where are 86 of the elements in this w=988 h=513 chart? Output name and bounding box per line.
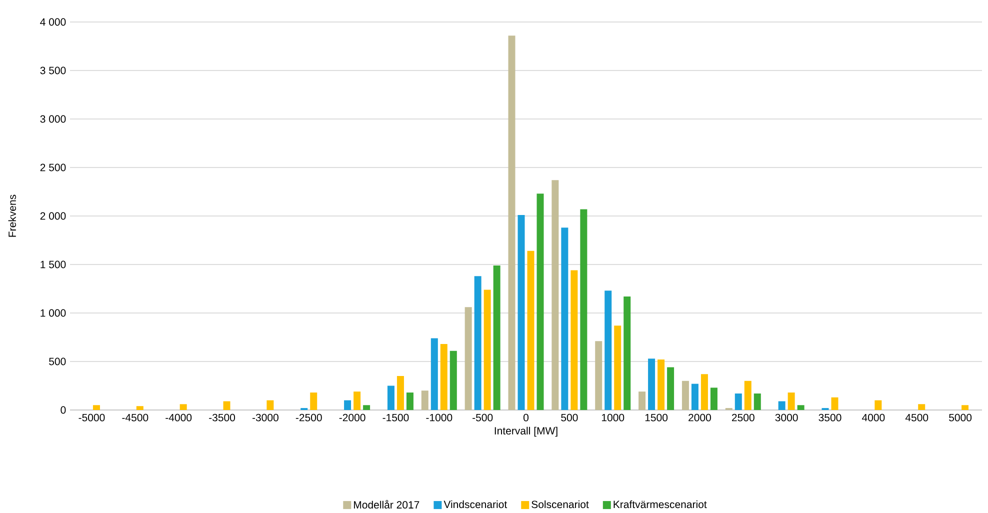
y-tick-label: 1 000 bbox=[40, 309, 66, 317]
bar bbox=[310, 392, 318, 410]
x-tick-label: -4000 bbox=[166, 414, 192, 422]
bar bbox=[595, 341, 602, 410]
bar bbox=[754, 394, 761, 410]
bar bbox=[474, 276, 482, 410]
bar bbox=[648, 358, 656, 410]
y-tick-label: 4 000 bbox=[40, 18, 66, 26]
y-tick-label: 3 500 bbox=[40, 66, 66, 74]
bar bbox=[450, 350, 457, 410]
x-tick-label: -3000 bbox=[252, 414, 278, 422]
x-tick-label: -4500 bbox=[122, 414, 148, 422]
x-tick-label: 4000 bbox=[862, 414, 885, 422]
x-tick-label: 4500 bbox=[905, 414, 928, 422]
bar bbox=[797, 405, 804, 410]
bar bbox=[508, 36, 516, 410]
bar bbox=[638, 392, 646, 410]
legend-label: Vindscenariot bbox=[444, 500, 508, 508]
bar bbox=[464, 307, 472, 410]
legend-label: Modellår 2017 bbox=[354, 500, 420, 509]
bar bbox=[962, 405, 969, 410]
x-axis-title: Intervall [MW] bbox=[494, 426, 558, 437]
bar bbox=[788, 392, 795, 410]
bar bbox=[682, 380, 689, 410]
bar bbox=[363, 405, 370, 410]
bar bbox=[691, 384, 698, 410]
bar bbox=[421, 390, 428, 410]
x-tick-label: 2500 bbox=[732, 414, 754, 422]
bar bbox=[604, 290, 612, 410]
y-tick-label: 2 000 bbox=[40, 212, 66, 220]
bar bbox=[344, 400, 352, 410]
bar bbox=[570, 270, 578, 410]
bar bbox=[658, 360, 665, 410]
x-tick-label: -3500 bbox=[209, 414, 236, 422]
bar bbox=[624, 296, 631, 410]
x-tick-label: 500 bbox=[561, 414, 578, 422]
y-tick-label: 2 500 bbox=[40, 164, 66, 172]
bar bbox=[831, 397, 838, 410]
x-tick-label: 0 bbox=[523, 414, 529, 422]
bar bbox=[180, 404, 187, 410]
y-tick-label: 500 bbox=[49, 358, 66, 366]
bar bbox=[406, 392, 414, 410]
bar bbox=[778, 401, 786, 410]
bar bbox=[561, 228, 568, 410]
x-tick-label: 1000 bbox=[602, 414, 624, 422]
bar bbox=[430, 338, 438, 410]
bar bbox=[387, 386, 394, 410]
bar bbox=[700, 374, 708, 410]
x-tick-label: 2000 bbox=[688, 414, 711, 422]
bar bbox=[354, 392, 361, 410]
x-tick-label: -5000 bbox=[78, 414, 105, 422]
x-tick-label: -1000 bbox=[426, 414, 452, 422]
bar bbox=[918, 404, 926, 410]
bar bbox=[552, 180, 559, 410]
bar bbox=[92, 405, 100, 410]
bar bbox=[396, 376, 404, 410]
bar bbox=[667, 367, 674, 410]
x-tick-label: 3500 bbox=[818, 414, 842, 422]
bar bbox=[266, 400, 274, 410]
bar bbox=[580, 209, 588, 410]
y-tick-label: 3 000 bbox=[40, 115, 66, 123]
bar bbox=[710, 388, 718, 410]
bar bbox=[136, 406, 144, 410]
x-tick-label: -1500 bbox=[382, 414, 409, 422]
bar bbox=[536, 194, 544, 410]
bar bbox=[518, 215, 525, 410]
y-axis-title: Frekvens bbox=[8, 194, 16, 237]
bar bbox=[527, 250, 534, 410]
bar bbox=[440, 344, 448, 410]
legend-label: Solscenariot bbox=[532, 500, 589, 508]
x-tick-label: -2500 bbox=[296, 414, 322, 422]
bar bbox=[734, 394, 742, 410]
y-tick-label: 1 500 bbox=[40, 260, 66, 268]
x-tick-label: 1500 bbox=[645, 414, 668, 422]
bar bbox=[484, 290, 491, 410]
x-tick-label: -2000 bbox=[339, 414, 366, 422]
x-tick-label: -500 bbox=[472, 414, 493, 422]
y-tick-label: 0 bbox=[60, 406, 66, 414]
bar bbox=[744, 380, 752, 410]
x-tick-label: 5000 bbox=[949, 414, 972, 422]
bar bbox=[874, 400, 882, 410]
legend-label: Kraftvärmescenariot bbox=[614, 500, 707, 508]
bar bbox=[614, 326, 622, 410]
bar bbox=[223, 401, 230, 410]
bar bbox=[493, 265, 500, 410]
x-tick-label: 3000 bbox=[775, 414, 798, 422]
